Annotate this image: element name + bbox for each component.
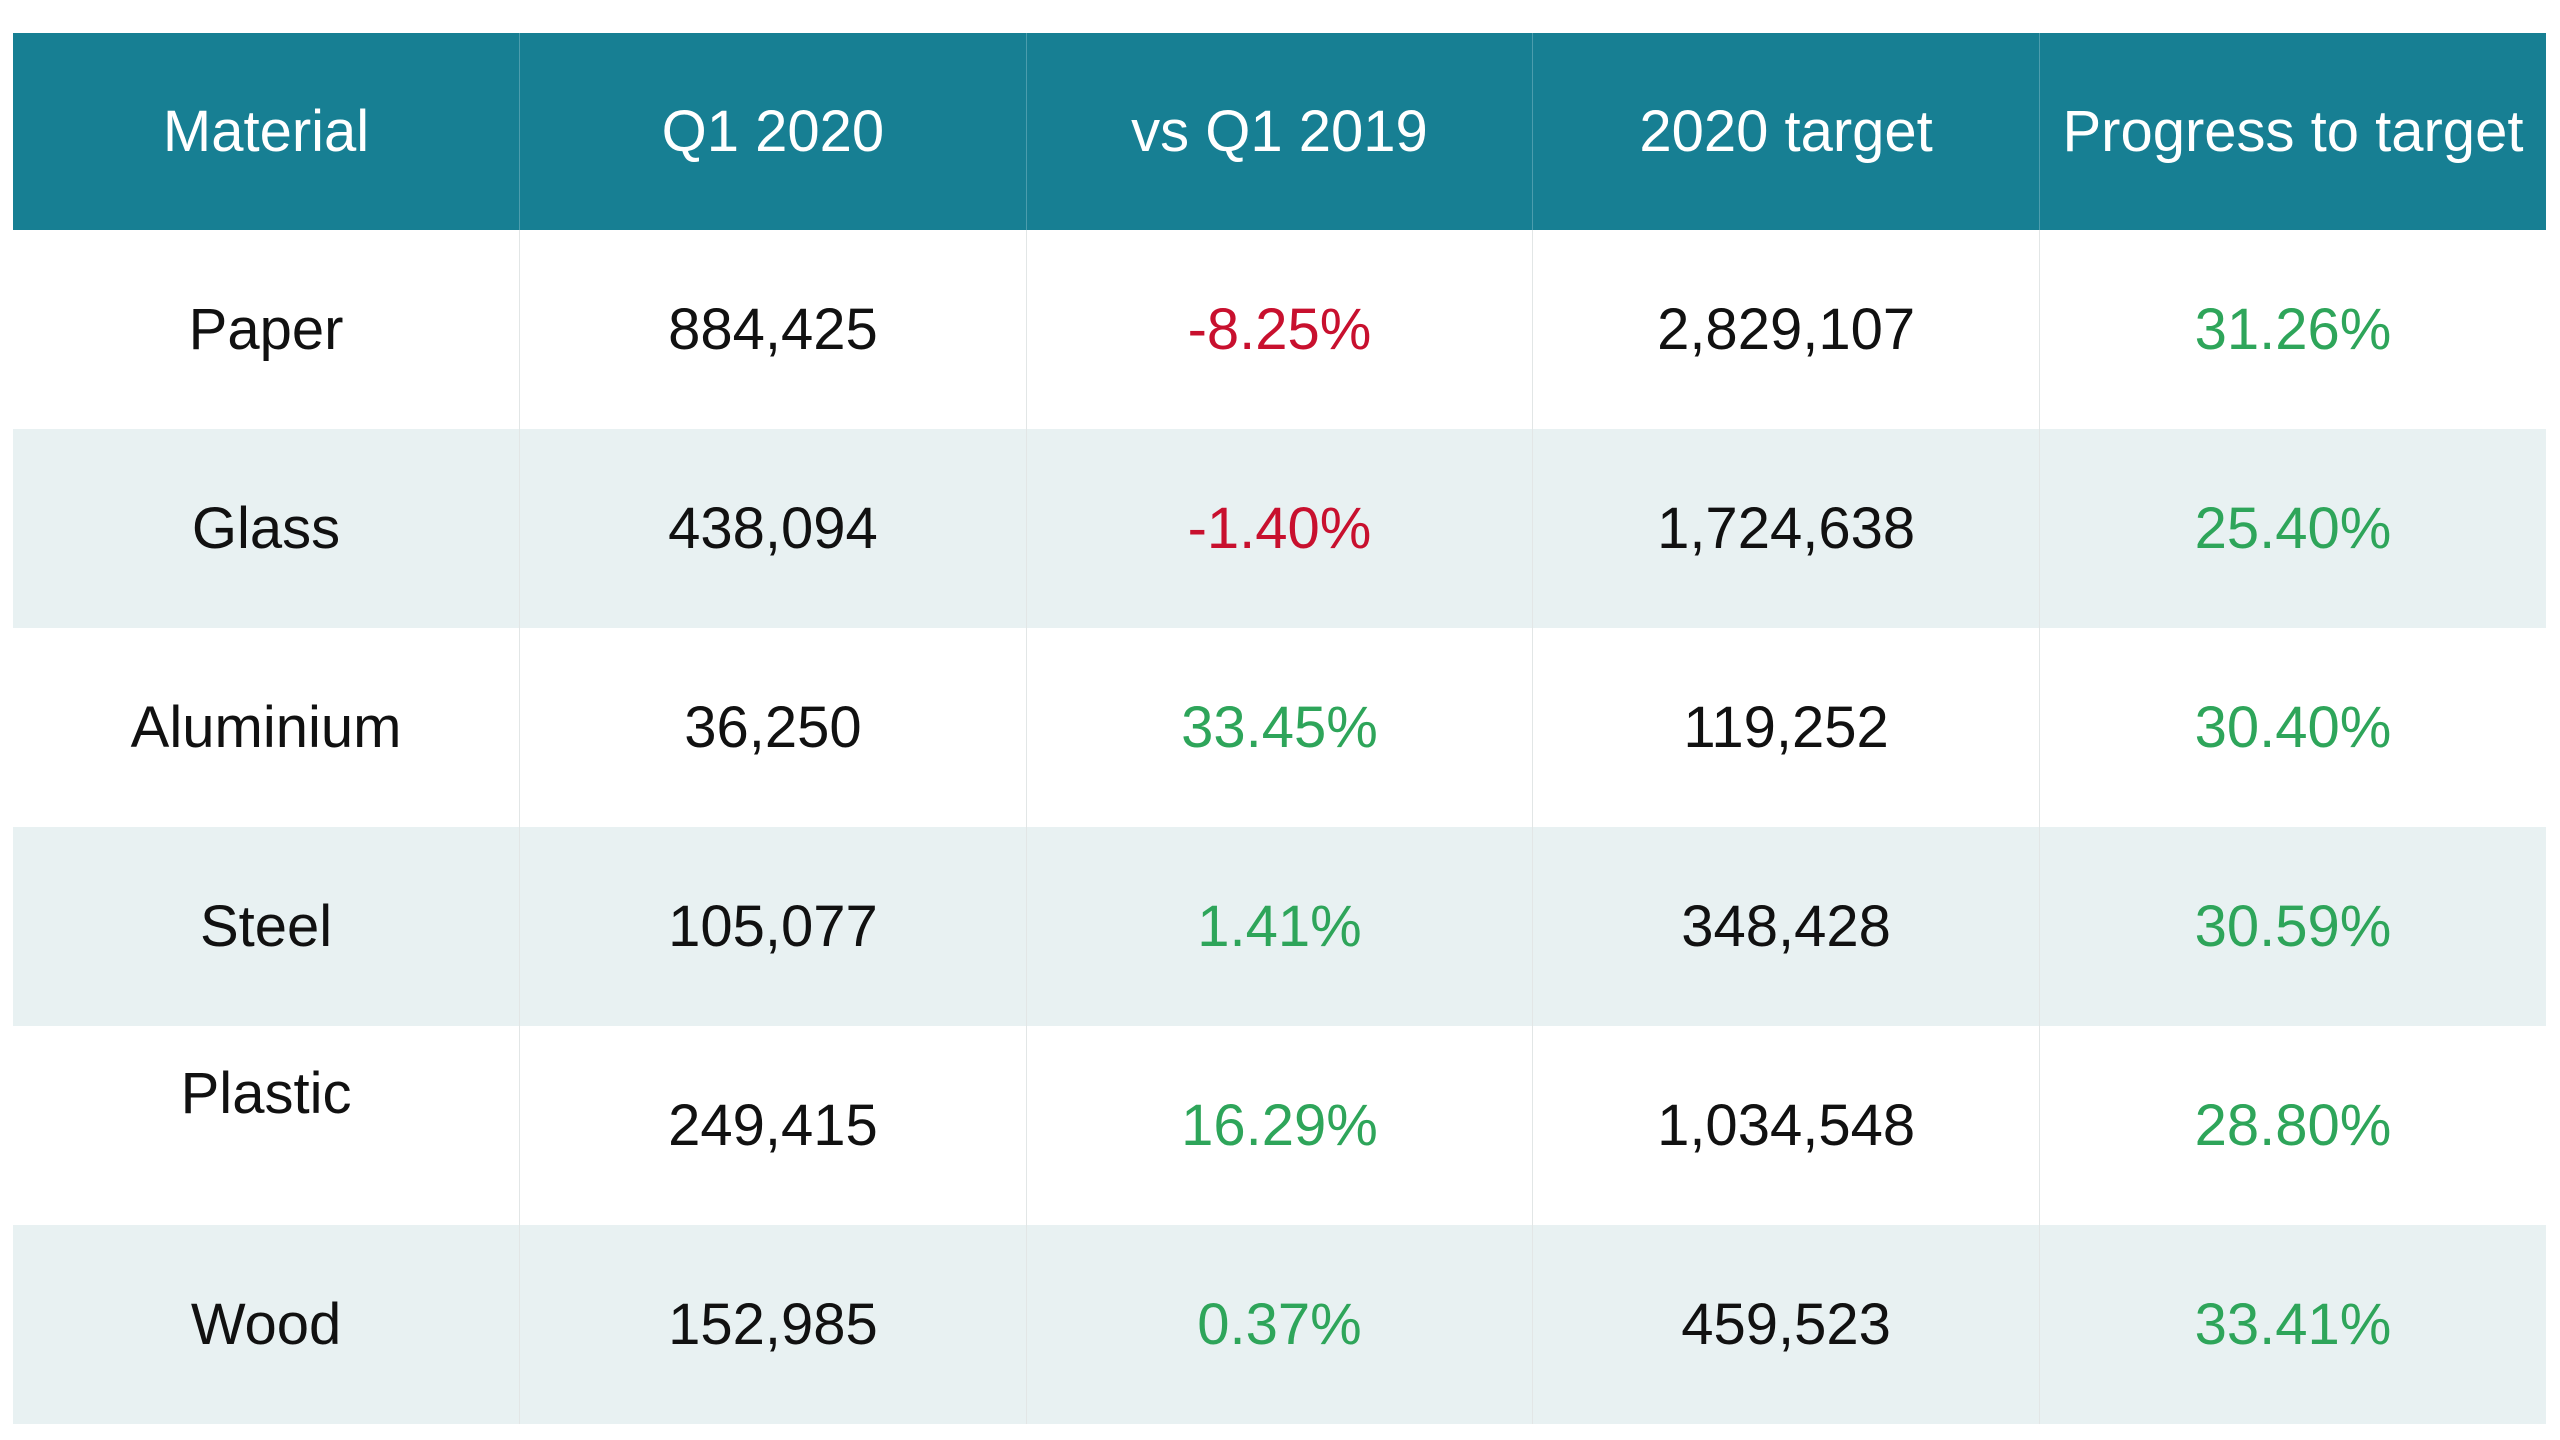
table-row: Aluminium 36,250 33.45% 119,252 30.40%: [13, 628, 2546, 827]
table-row: Wood 152,985 0.37% 459,523 33.41%: [13, 1225, 2546, 1424]
table-row: Glass 438,094 -1.40% 1,724,638 25.40%: [13, 429, 2546, 628]
cell-progress-to-target: 30.40%: [2038, 628, 2546, 827]
column-header-progress-to-target: Progress to target: [2038, 33, 2546, 230]
cell-2020-target: 119,252: [1532, 628, 2040, 827]
column-header-material: Material: [13, 33, 520, 230]
cell-material: Paper: [13, 230, 520, 429]
table-header: Material Q1 2020 vs Q1 2019 2020 target …: [13, 33, 2546, 230]
cell-progress-to-target: 31.26%: [2038, 230, 2546, 429]
cell-vs-q1-2019: 16.29%: [1025, 1026, 1533, 1225]
table-row: Paper 884,425 -8.25% 2,829,107 31.26%: [13, 230, 2546, 429]
cell-vs-q1-2019: 1.41%: [1025, 827, 1533, 1026]
cell-material: Aluminium: [13, 628, 520, 827]
cell-2020-target: 1,034,548: [1532, 1026, 2040, 1225]
table-row: Steel 105,077 1.41% 348,428 30.59%: [13, 827, 2546, 1026]
cell-q1-2020: 36,250: [519, 628, 1027, 827]
cell-material: Steel: [13, 827, 520, 1026]
materials-table: Material Q1 2020 vs Q1 2019 2020 target …: [13, 33, 2546, 1424]
cell-2020-target: 1,724,638: [1532, 429, 2040, 628]
cell-q1-2020: 884,425: [519, 230, 1027, 429]
table-body: Paper 884,425 -8.25% 2,829,107 31.26% Gl…: [13, 230, 2546, 1424]
column-header-vs-q1-2019: vs Q1 2019: [1025, 33, 1533, 230]
cell-q1-2020: 152,985: [519, 1225, 1027, 1424]
cell-progress-to-target: 30.59%: [2038, 827, 2546, 1026]
cell-vs-q1-2019: 0.37%: [1025, 1225, 1533, 1424]
cell-material: Glass: [13, 429, 520, 628]
cell-q1-2020: 438,094: [519, 429, 1027, 628]
cell-q1-2020: 249,415: [519, 1026, 1027, 1225]
column-header-q1-2020: Q1 2020: [519, 33, 1027, 230]
cell-2020-target: 2,829,107: [1532, 230, 2040, 429]
column-header-2020-target: 2020 target: [1532, 33, 2040, 230]
cell-progress-to-target: 33.41%: [2038, 1225, 2546, 1424]
table-row: Plastic 249,415 16.29% 1,034,548 28.80%: [13, 1026, 2546, 1225]
cell-material: Wood: [13, 1225, 520, 1424]
cell-progress-to-target: 28.80%: [2038, 1026, 2546, 1225]
cell-2020-target: 348,428: [1532, 827, 2040, 1026]
cell-progress-to-target: 25.40%: [2038, 429, 2546, 628]
cell-material: Plastic: [13, 1026, 520, 1225]
cell-vs-q1-2019: -1.40%: [1025, 429, 1533, 628]
cell-2020-target: 459,523: [1532, 1225, 2040, 1424]
header-row: Material Q1 2020 vs Q1 2019 2020 target …: [13, 33, 2546, 230]
cell-vs-q1-2019: 33.45%: [1025, 628, 1533, 827]
cell-q1-2020: 105,077: [519, 827, 1027, 1026]
cell-vs-q1-2019: -8.25%: [1025, 230, 1533, 429]
